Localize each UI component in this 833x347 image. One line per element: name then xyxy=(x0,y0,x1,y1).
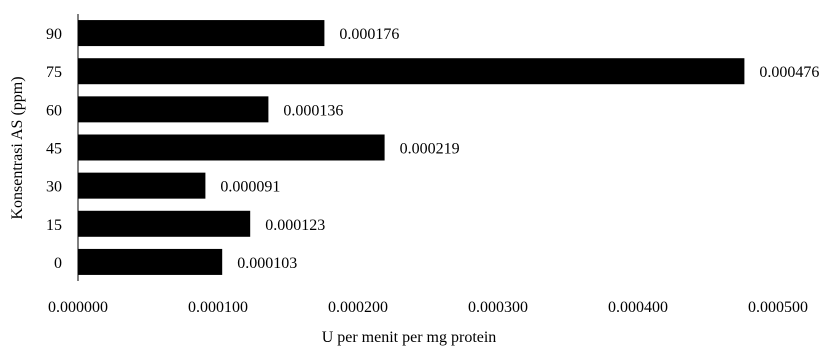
data-label-75: 0.000476 xyxy=(759,64,819,81)
x-tick-label-4: 0.000400 xyxy=(608,299,668,316)
y-axis-label: Konsentrasi AS (ppm) xyxy=(9,76,26,219)
bar-30 xyxy=(78,172,206,199)
bar-45 xyxy=(78,134,385,161)
y-tick-label-45: 45 xyxy=(46,141,62,158)
bars-group xyxy=(78,20,745,275)
x-tick-label-3: 0.000300 xyxy=(468,299,528,316)
x-tick-label-2: 0.000200 xyxy=(328,299,388,316)
bar-75 xyxy=(78,58,745,85)
data-label-90: 0.000176 xyxy=(339,26,399,43)
data-label-60: 0.000136 xyxy=(283,102,343,119)
data-label-45: 0.000219 xyxy=(400,141,460,158)
data-labels-group: 0.000176 0.000476 0.000136 0.000219 0.000091… xyxy=(220,26,819,272)
x-axis-label: U per menit per mg protein xyxy=(322,329,497,346)
bar-90 xyxy=(78,20,325,47)
x-tick-label-1: 0.000100 xyxy=(188,299,248,316)
x-tick-label-5: 0.000500 xyxy=(748,299,808,316)
x-tick-label-0: 0.000000 xyxy=(48,299,108,316)
y-tick-label-90: 90 xyxy=(46,26,62,43)
x-tick-labels-group: 0.000000 0.000100 0.000200 0.000300 0.000400… xyxy=(48,299,808,316)
y-tick-labels-group: 90 75 60 45 30 15 0 xyxy=(46,26,62,272)
y-tick-label-30: 30 xyxy=(46,179,62,196)
y-tick-label-15: 15 xyxy=(46,217,62,234)
y-tick-label-60: 60 xyxy=(46,102,62,119)
y-tick-label-75: 75 xyxy=(46,64,62,81)
bar-15 xyxy=(78,210,251,237)
y-tick-label-0: 0 xyxy=(54,255,62,272)
data-label-15: 0.000123 xyxy=(265,217,325,234)
bar-60 xyxy=(78,96,269,123)
data-label-0: 0.000103 xyxy=(237,255,297,272)
bar-0 xyxy=(78,248,223,275)
data-label-30: 0.000091 xyxy=(220,179,280,196)
